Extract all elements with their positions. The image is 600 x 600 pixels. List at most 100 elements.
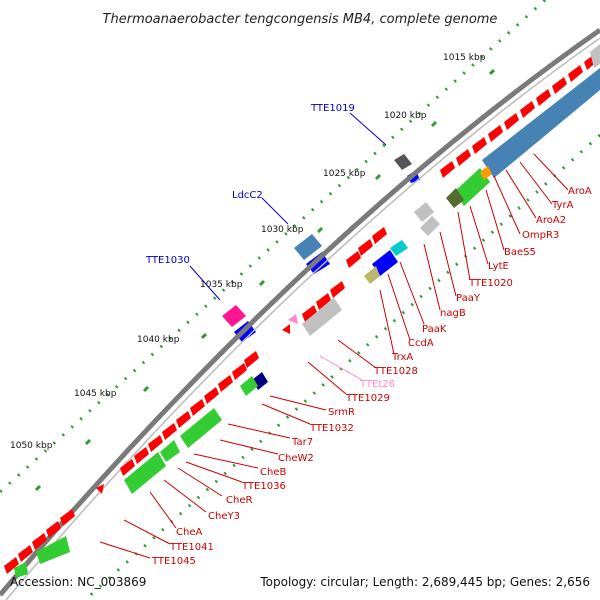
leader-aroa — [533, 153, 569, 191]
scale-label-1015: 1015 kbp — [443, 53, 486, 63]
leader-tte1041 — [123, 519, 171, 545]
gene-label-cher: CheR — [226, 495, 252, 506]
gene-label-aroa: AroA — [568, 186, 592, 197]
gene-ompr3-orange — [480, 166, 492, 180]
red-gene-9 — [456, 149, 471, 166]
gene-label-paak: PaaK — [422, 324, 447, 335]
gene-label-chew2: CheW2 — [278, 453, 314, 464]
gene-tte1045-green — [36, 536, 70, 564]
gene-lyte-olive — [446, 188, 464, 208]
gene-paak-blue — [372, 250, 398, 276]
genome-backbone-shadow — [5, 37, 600, 600]
inner-gene-labels: AroA TyrA AroA2 OmpR3 BaeS5 LytE TTE1020 PaaY na… — [99, 153, 592, 567]
gene-tte1029-red — [282, 324, 290, 334]
leader-cher — [177, 467, 223, 497]
leader-ccda — [387, 273, 411, 341]
gene-block-aroa-steelblue — [482, 68, 600, 178]
gene-tte1032-green — [240, 376, 258, 396]
scale-label-1030: 1030 kbp — [261, 225, 304, 235]
gene-tte1030-magenta — [222, 305, 246, 327]
leader-srmr — [269, 395, 327, 411]
leader-ttet26 — [319, 355, 363, 381]
gene-tte1020-grey — [414, 202, 434, 222]
gene-label-tte1041: TTE1041 — [169, 542, 214, 553]
leader-lyte — [469, 205, 489, 265]
red-gene-4 — [536, 89, 551, 106]
red-gene-26 — [120, 459, 135, 476]
red-gene-8 — [472, 137, 487, 154]
gene-chew2-green — [180, 408, 222, 448]
gene-label-paay: PaaY — [456, 293, 481, 304]
leader-cheb — [193, 453, 259, 469]
red-gene-31 — [4, 557, 19, 574]
gene-nagb-cyan — [390, 240, 408, 256]
footer-accession: Accession: NC_003869 — [10, 575, 146, 589]
red-gene-21 — [190, 399, 205, 416]
red-gene-15 — [316, 293, 331, 310]
gene-label-ldcc2: LdcC2 — [232, 190, 263, 201]
leader-chey3 — [163, 479, 207, 513]
gene-label-ccda: CcdA — [408, 338, 434, 349]
leader-baes5 — [485, 189, 505, 251]
gene-label-trxa: TrxA — [391, 352, 413, 363]
gene-label-cheb: CheB — [260, 467, 286, 478]
gene-ttet26-pink — [288, 314, 298, 324]
scale-label-1020: 1020 kbp — [384, 111, 427, 121]
scale-label-1045: 1045 kbp — [74, 389, 117, 399]
genome-title: Thermoanaerobacter tengcongensis MB4, co… — [103, 12, 498, 27]
red-gene-30 — [18, 545, 33, 562]
gene-label-ttet26: TTEt26 — [359, 379, 395, 390]
red-gene-17 — [244, 351, 259, 368]
red-gene-28 — [46, 521, 61, 538]
red-gene-14 — [330, 281, 345, 298]
red-gene-12 — [358, 239, 373, 256]
red-gene-18 — [232, 363, 247, 380]
gene-label-tar7: Tar7 — [291, 437, 313, 448]
leader-chea — [149, 491, 177, 529]
leader-tte1036 — [185, 461, 243, 483]
leader-tte1029 — [307, 361, 347, 395]
gene-tte1045b-green — [14, 562, 28, 578]
gene-tte1028-grey — [302, 298, 342, 336]
leader-aroa2 — [505, 169, 537, 219]
red-gene-13 — [346, 251, 361, 268]
leader-tte1032 — [261, 403, 311, 425]
gene-aroa-grey — [590, 44, 600, 68]
red-gene-27 — [60, 509, 75, 526]
leader-tte1028 — [337, 339, 377, 369]
leader-tte1020 — [457, 211, 471, 281]
gene-label-tyra: TyrA — [551, 200, 574, 211]
scale-ticks — [34, 68, 496, 492]
red-gene-25 — [134, 447, 149, 464]
leader-paak — [399, 261, 425, 325]
gene-label-nagb: nagB — [440, 308, 466, 319]
leader-ompr3 — [493, 175, 521, 235]
red-gene-19 — [218, 375, 233, 392]
red-gene-24 — [148, 435, 163, 452]
inner-red-genes — [4, 53, 599, 574]
gene-paay-grey — [420, 216, 440, 236]
gene-label-baes5: BaeS5 — [504, 247, 536, 258]
gene-chea-green — [124, 452, 166, 494]
gene-label-chey3: CheY3 — [208, 511, 240, 522]
gene-label-tte1029: TTE1029 — [345, 393, 390, 404]
gene-label-tte1028: TTE1028 — [373, 366, 418, 377]
red-gene-23 — [162, 423, 177, 440]
gene-tte1019-grey — [394, 154, 412, 170]
red-gene-10 — [440, 161, 455, 178]
leader-tte1019 — [349, 112, 387, 146]
red-gene-29 — [32, 533, 47, 550]
gene-label-tte1036: TTE1036 — [241, 481, 286, 492]
gene-label-tte1020: TTE1020 — [468, 278, 513, 289]
red-gene-16 — [302, 305, 317, 322]
leader-tte1030 — [189, 265, 221, 301]
scale-label-1025: 1025 kbp — [323, 169, 366, 179]
leader-paay — [439, 231, 457, 297]
red-gene-2 — [568, 65, 583, 82]
leader-trxa — [379, 289, 395, 355]
leader-tte1045 — [99, 541, 151, 559]
red-gene-22 — [176, 411, 191, 428]
genome-backbone — [0, 27, 600, 597]
outer-strand-genes — [222, 154, 420, 342]
